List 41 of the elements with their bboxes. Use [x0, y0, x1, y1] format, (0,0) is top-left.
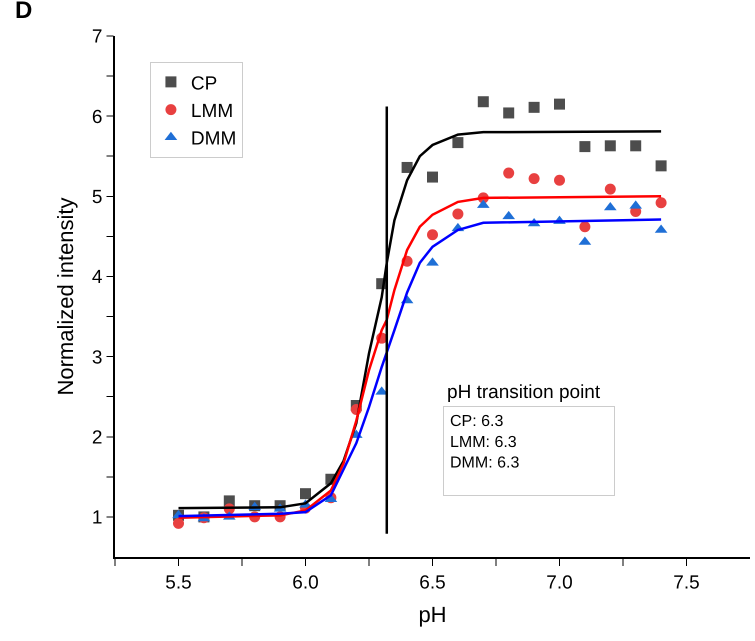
legend-label: DMM	[190, 128, 236, 150]
point	[554, 98, 565, 110]
y-tick-label: 3	[92, 347, 102, 368]
text: D	[15, 0, 32, 24]
y-axis-title: Normalized intensity	[53, 197, 78, 396]
point	[452, 208, 464, 220]
point	[452, 137, 464, 148]
point	[656, 160, 667, 172]
legend-label: CP	[190, 73, 218, 94]
point	[604, 184, 616, 195]
y-tick-label: 6	[92, 106, 102, 128]
point	[503, 107, 514, 118]
point	[528, 173, 540, 184]
y-tick-label: 7	[92, 26, 102, 48]
point	[579, 141, 590, 152]
legend-label: LMM	[190, 101, 234, 122]
y-tick-label: 1	[92, 508, 102, 529]
y-tick-label: 4	[92, 267, 103, 288]
point	[173, 518, 184, 529]
x-tick-label: 5.5	[165, 572, 192, 594]
point	[478, 96, 489, 108]
y-tick-label: 2	[92, 427, 102, 448]
x-tick-label: 6.5	[419, 572, 446, 594]
x-tick-label: 7.0	[546, 572, 573, 594]
point	[503, 168, 514, 179]
point	[604, 140, 616, 152]
point	[630, 140, 642, 152]
point	[554, 174, 565, 186]
point	[528, 102, 540, 113]
point	[300, 488, 311, 500]
annotation: CP: 6.3 LMM: 6.3 DMM: 6.3	[450, 413, 520, 472]
x-tick-label: 7.5	[673, 572, 700, 594]
point	[579, 221, 590, 232]
point	[656, 197, 667, 208]
y-tick-label: 5	[92, 186, 102, 208]
point	[427, 172, 438, 183]
x-axis-title: pH	[418, 602, 447, 627]
point	[402, 162, 413, 173]
annotation: pH transition point	[447, 382, 601, 403]
point	[427, 229, 438, 240]
x-tick-label: 6.0	[292, 572, 319, 594]
